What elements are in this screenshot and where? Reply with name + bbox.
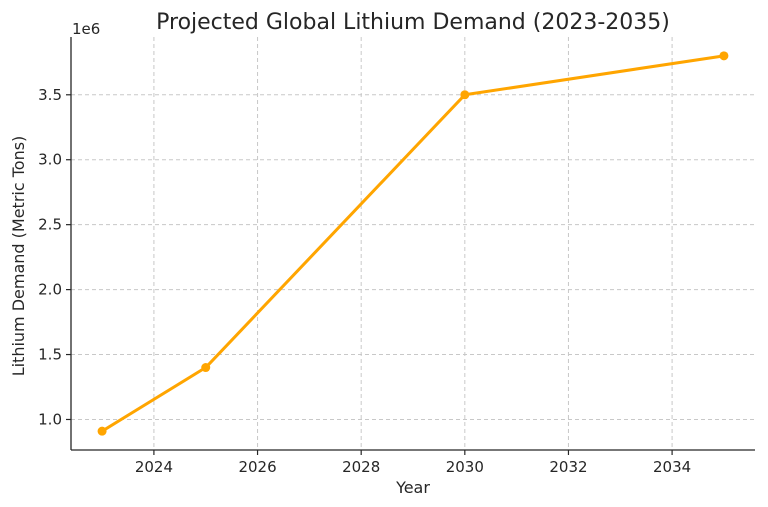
- y-tick-label: 2.5: [38, 216, 62, 234]
- series-line: [100, 54, 726, 433]
- series-layer: [97, 51, 729, 436]
- data-point: [201, 363, 211, 373]
- data-point: [460, 90, 470, 100]
- y-tick-label: 1.5: [38, 346, 62, 364]
- x-axis-label: Year: [395, 478, 430, 497]
- y-tick-label: 1.0: [38, 410, 62, 428]
- ticks: 2024 2026 2028 2030 2032 2034 1.0 1.5 2.0 2.5 3.0 3…: [38, 86, 691, 476]
- y-tick-label: 3.5: [38, 86, 62, 104]
- x-tick-label: 2032: [549, 458, 587, 476]
- x-tick-label: 2028: [342, 458, 380, 476]
- data-point: [97, 426, 107, 436]
- y-tick-label: 2.0: [38, 281, 62, 299]
- y-axis-label: Lithium Demand (Metric Tons): [9, 136, 28, 377]
- grid: [71, 37, 755, 450]
- y-axis-offset-label: 1e6: [72, 20, 100, 38]
- y-tick-label: 3.0: [38, 151, 62, 169]
- x-tick-label: 2024: [135, 458, 173, 476]
- chart-title: Projected Global Lithium Demand (2023-20…: [156, 10, 670, 35]
- x-tick-label: 2034: [653, 458, 691, 476]
- data-point: [719, 51, 729, 61]
- x-tick-label: 2030: [446, 458, 484, 476]
- x-tick-label: 2026: [238, 458, 276, 476]
- axes: [70, 37, 755, 451]
